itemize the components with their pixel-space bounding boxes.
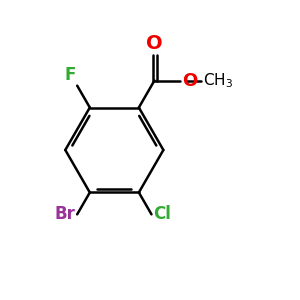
Text: Cl: Cl [153, 206, 171, 224]
Text: Br: Br [55, 206, 76, 224]
Text: CH$_3$: CH$_3$ [203, 71, 234, 90]
Text: O: O [182, 71, 197, 89]
Text: O: O [146, 34, 163, 53]
Text: F: F [64, 66, 76, 84]
